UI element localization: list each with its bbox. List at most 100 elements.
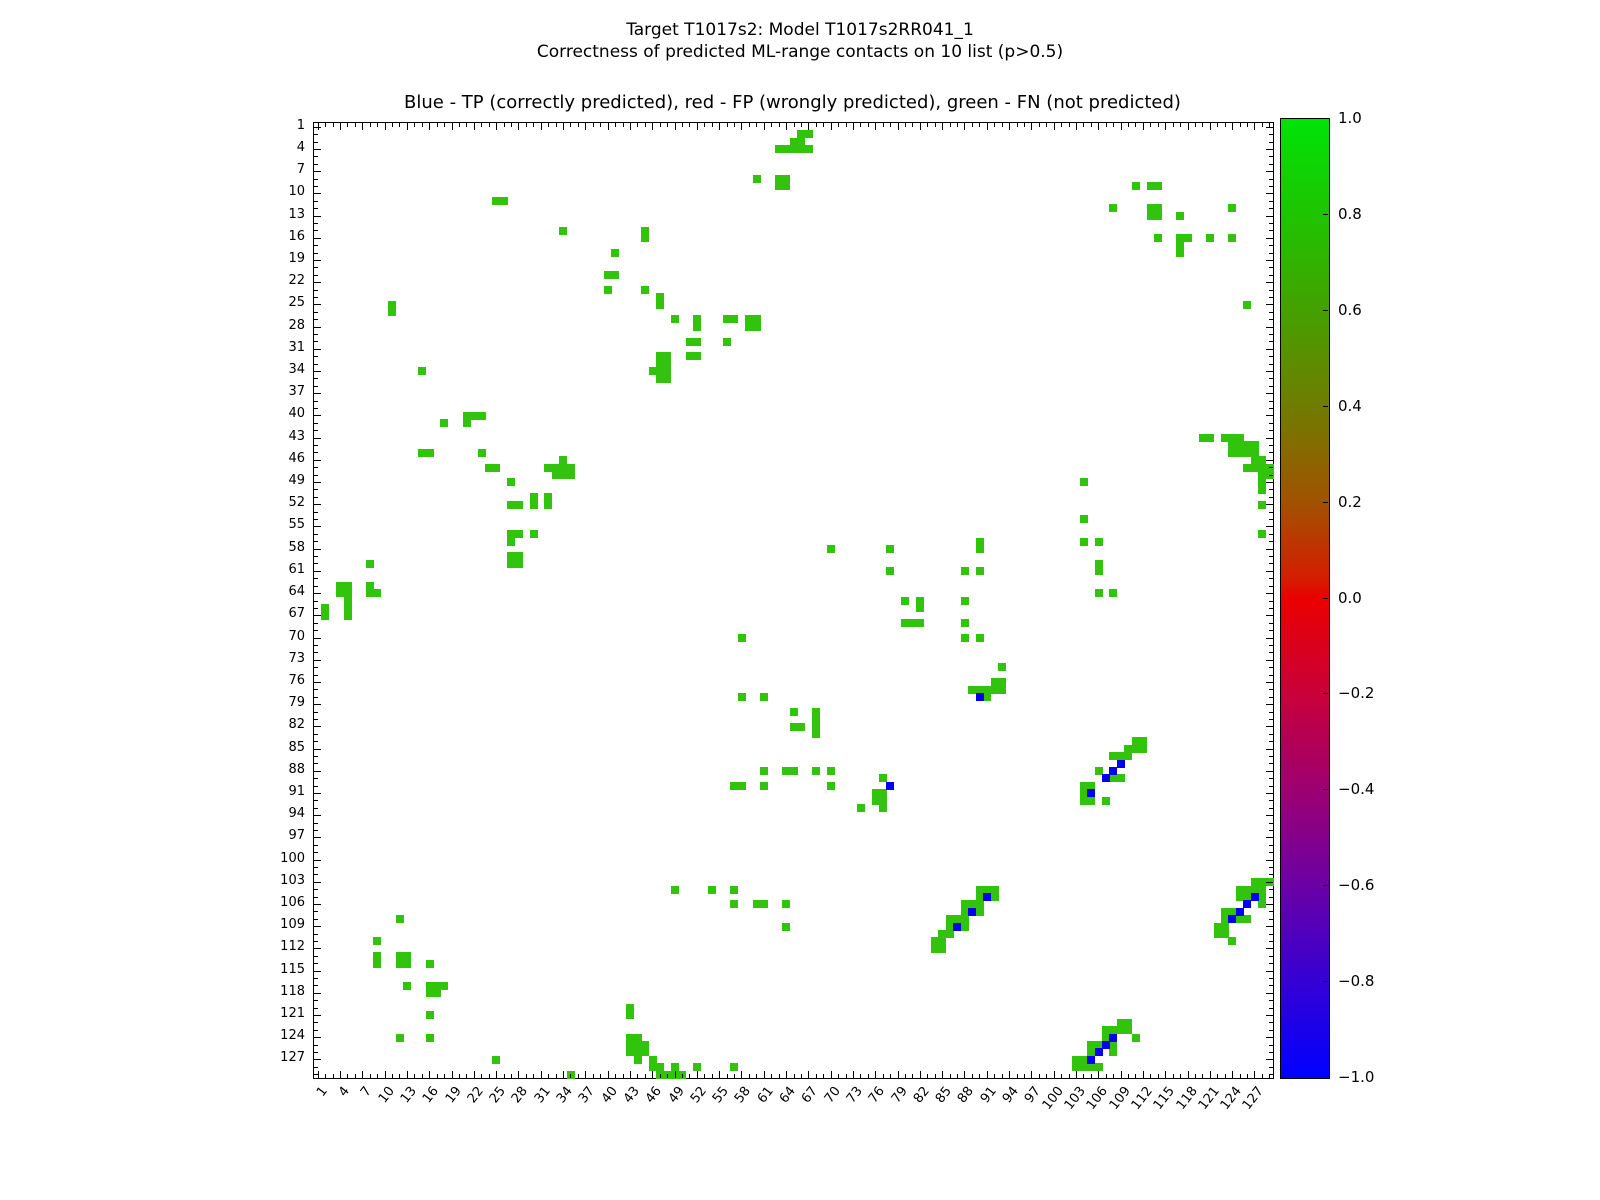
fn-cell: [403, 959, 412, 968]
fn-cell: [975, 907, 984, 916]
major-tick: [1266, 215, 1273, 217]
fn-cell: [730, 1063, 739, 1072]
fn-cell: [1258, 500, 1267, 509]
minor-tick: [314, 978, 318, 980]
minor-tick: [314, 378, 318, 380]
minor-tick: [1269, 489, 1273, 491]
major-tick: [1266, 926, 1273, 928]
minor-tick: [314, 763, 318, 765]
minor-tick: [711, 123, 713, 127]
minor-tick: [314, 563, 318, 565]
minor-tick: [1269, 822, 1273, 824]
minor-tick: [1269, 622, 1273, 624]
minor-tick: [314, 741, 318, 743]
minor-tick: [1239, 1074, 1241, 1078]
fn-cell: [626, 1003, 635, 1012]
major-tick: [1266, 659, 1273, 661]
major-tick: [314, 548, 321, 550]
minor-tick: [1269, 585, 1273, 587]
fn-cell: [886, 567, 895, 576]
fn-cell: [655, 359, 664, 368]
major-tick: [314, 970, 321, 972]
minor-tick: [421, 123, 423, 127]
fn-cell: [1154, 182, 1163, 191]
minor-tick: [1105, 1074, 1107, 1078]
minor-tick: [704, 123, 706, 127]
major-tick: [314, 904, 321, 906]
major-tick: [1266, 282, 1273, 284]
minor-tick: [1269, 1074, 1273, 1076]
minor-tick: [771, 123, 773, 127]
minor-tick: [1269, 378, 1273, 380]
fn-cell: [1250, 441, 1259, 450]
minor-tick: [1269, 333, 1273, 335]
minor-tick: [845, 1074, 847, 1078]
fn-cell: [1079, 478, 1088, 487]
fn-cell: [529, 500, 538, 509]
fn-cell: [968, 685, 977, 694]
major-tick: [808, 123, 810, 130]
minor-tick: [912, 123, 914, 127]
minor-tick: [314, 289, 318, 291]
fn-cell: [507, 537, 516, 546]
figure-title-line1: Target T1017s2: Model T1017s2RR041_1: [626, 20, 974, 40]
fn-cell: [477, 411, 486, 420]
minor-tick: [979, 1074, 981, 1078]
major-tick: [1098, 1071, 1100, 1078]
minor-tick: [1046, 123, 1048, 127]
minor-tick: [1269, 123, 1271, 127]
minor-tick: [1246, 1074, 1248, 1078]
major-tick: [674, 123, 676, 130]
minor-tick: [1261, 1074, 1263, 1078]
minor-tick: [1068, 123, 1070, 127]
minor-tick: [1269, 896, 1273, 898]
fn-cell: [1250, 878, 1259, 887]
major-tick: [314, 282, 321, 284]
major-tick: [1266, 570, 1273, 572]
major-tick: [942, 1071, 944, 1078]
major-tick: [741, 1071, 743, 1078]
fn-cell: [1154, 204, 1163, 213]
fn-cell: [440, 419, 449, 428]
tp-cell: [1235, 907, 1244, 916]
minor-tick: [1269, 1022, 1273, 1024]
fn-cell: [752, 900, 761, 909]
minor-tick: [1269, 918, 1273, 920]
fn-cell: [641, 1040, 650, 1049]
fn-cell: [626, 1033, 635, 1042]
fn-cell: [990, 685, 999, 694]
fn-cell: [1250, 448, 1259, 457]
fn-cell: [685, 352, 694, 361]
fn-cell: [1131, 182, 1140, 191]
major-tick: [763, 1071, 765, 1078]
major-tick: [496, 123, 498, 130]
minor-tick: [778, 1074, 780, 1078]
fn-cell: [544, 493, 553, 502]
minor-tick: [711, 1074, 713, 1078]
fn-cell: [418, 448, 427, 457]
major-tick: [1266, 348, 1273, 350]
fn-cell: [730, 781, 739, 790]
minor-tick: [1090, 1074, 1092, 1078]
fn-cell: [1243, 892, 1252, 901]
minor-tick: [860, 1074, 862, 1078]
fn-cell: [975, 633, 984, 642]
major-tick: [317, 123, 319, 130]
fn-cell: [789, 145, 798, 154]
minor-tick: [1269, 430, 1273, 432]
major-tick: [875, 123, 877, 130]
major-tick: [317, 1071, 319, 1078]
fn-cell: [931, 937, 940, 946]
fn-cell: [968, 900, 977, 909]
minor-tick: [793, 123, 795, 127]
minor-tick: [314, 363, 318, 365]
fn-cell: [916, 596, 925, 605]
major-tick: [696, 1071, 698, 1078]
major-tick: [1053, 1071, 1055, 1078]
minor-tick: [414, 1074, 416, 1078]
fn-cell: [655, 293, 664, 302]
fn-cell: [477, 448, 486, 457]
major-tick: [830, 123, 832, 130]
major-tick: [1232, 1071, 1234, 1078]
fn-cell: [1139, 744, 1148, 753]
